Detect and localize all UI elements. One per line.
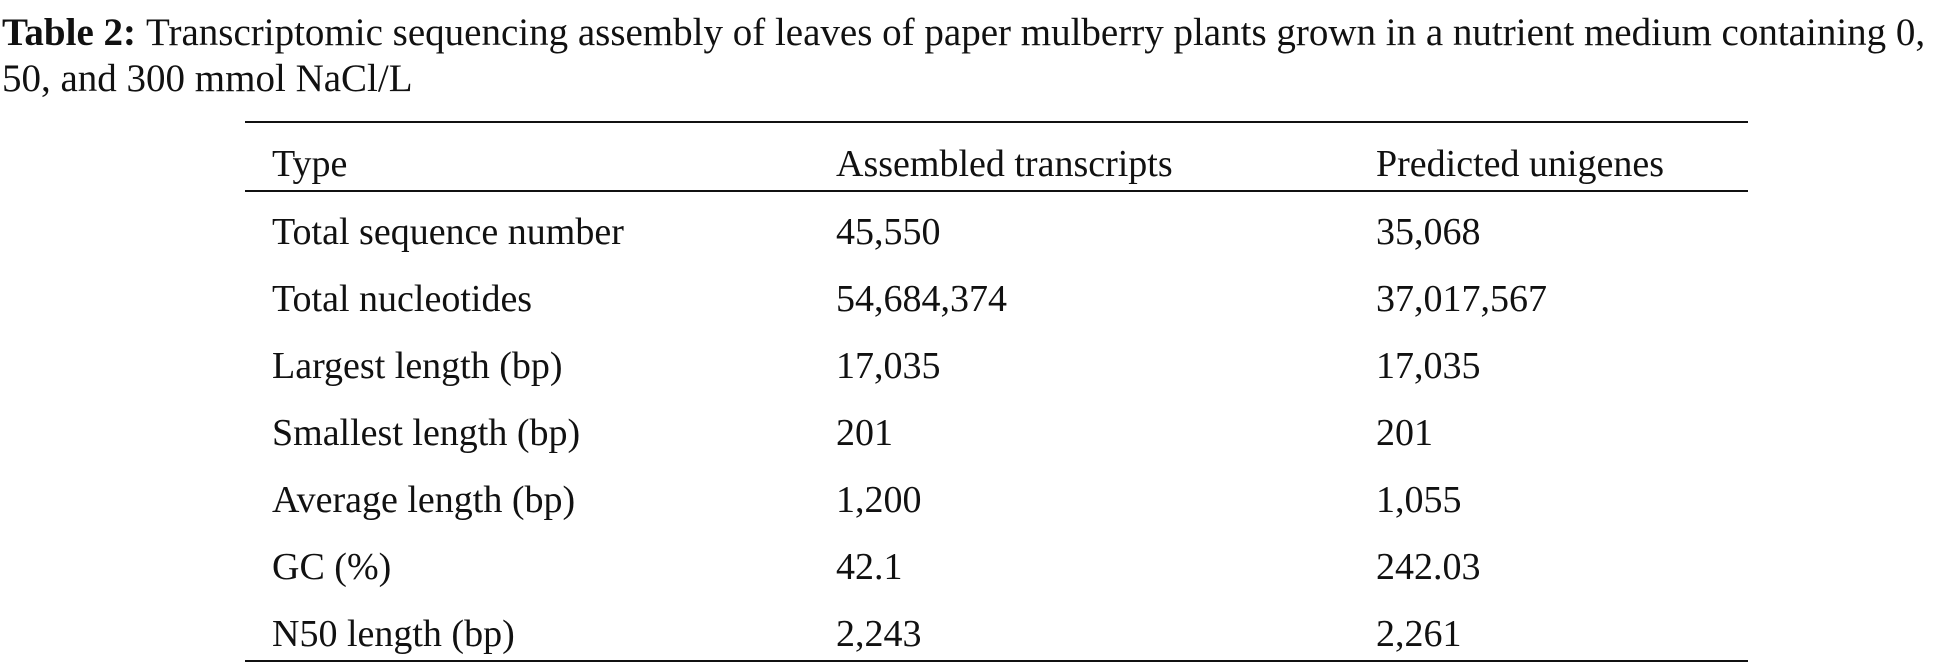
table-cell: 37,017,567 xyxy=(1376,278,1547,320)
table-cell: 17,035 xyxy=(1376,345,1481,387)
table-cell: 35,068 xyxy=(1376,211,1481,253)
table-cell: 1,200 xyxy=(836,479,922,521)
caption-text: Transcriptomic sequencing assembly of le… xyxy=(2,11,1926,100)
table-cell: Largest length (bp) xyxy=(272,345,563,387)
header-cell: Predicted unigenes xyxy=(1376,143,1665,185)
table-cell: 201 xyxy=(836,412,893,454)
header-cell: Assembled transcripts xyxy=(836,143,1173,185)
table-cell: Average length (bp) xyxy=(272,479,576,521)
table-cell: 42.1 xyxy=(836,546,903,588)
header-cell: Type xyxy=(272,143,348,185)
table-cell: 2,243 xyxy=(836,613,922,655)
table-cell: 45,550 xyxy=(836,211,941,253)
table-cell: Total sequence number xyxy=(272,211,624,253)
table-cell: GC (%) xyxy=(272,546,392,588)
bottom-rule xyxy=(245,660,1748,662)
table-cell: 2,261 xyxy=(1376,613,1462,655)
caption-label: Table 2: xyxy=(2,11,137,54)
table-cell: Total nucleotides xyxy=(272,278,533,320)
table-cell: 242.03 xyxy=(1376,546,1481,588)
table-cell: N50 length (bp) xyxy=(272,613,515,655)
top-rule xyxy=(245,121,1748,123)
header-rule xyxy=(245,190,1748,192)
table-cell: 17,035 xyxy=(836,345,941,387)
table-cell: Smallest length (bp) xyxy=(272,412,581,454)
table-cell: 54,684,374 xyxy=(836,278,1007,320)
table-caption: Table 2: Transcriptomic sequencing assemb… xyxy=(2,10,1952,102)
table-cell: 1,055 xyxy=(1376,479,1462,521)
table-cell: 201 xyxy=(1376,412,1433,454)
